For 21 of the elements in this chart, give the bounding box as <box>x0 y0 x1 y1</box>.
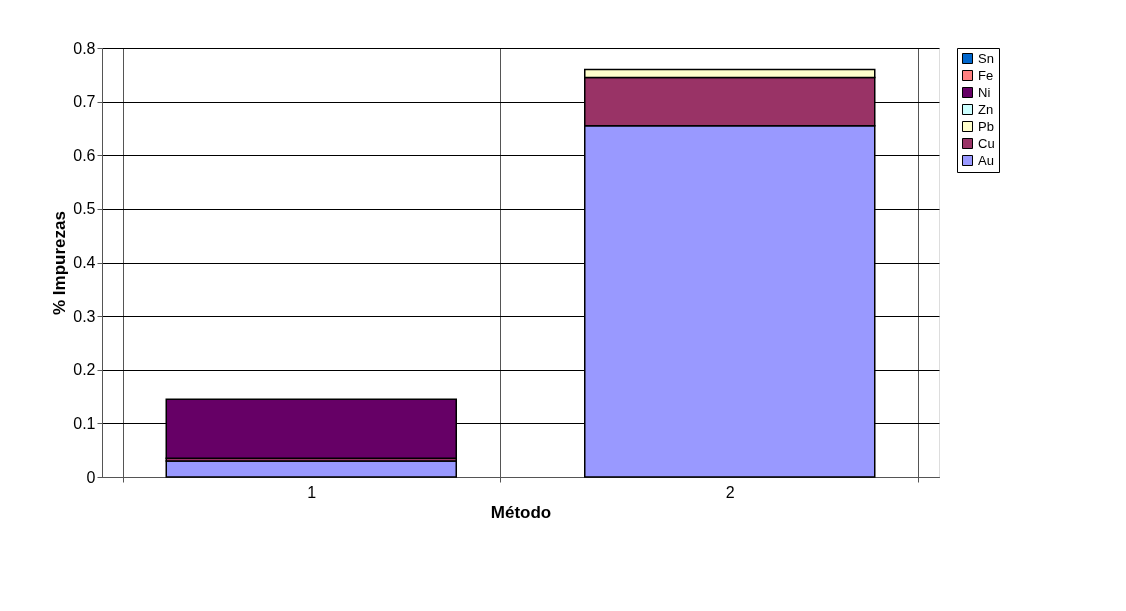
y-tick-label: 0.5 <box>73 200 96 218</box>
legend-label: Pb <box>978 118 994 134</box>
x-tick-label: 1 <box>307 483 317 501</box>
x-tick-label: 2 <box>725 483 735 501</box>
y-tick-label: 0.2 <box>73 361 96 379</box>
legend-label: Zn <box>978 101 994 117</box>
legend-label: Cu <box>978 135 995 151</box>
y-tick-label: 0.1 <box>73 414 96 432</box>
x-axis-title: Método <box>490 502 552 522</box>
legend-label: Ni <box>978 84 991 100</box>
y-tick-label: 0 <box>86 468 96 486</box>
bar <box>165 460 457 478</box>
y-tick-label: 0.8 <box>73 39 96 57</box>
y-tick-label: 0.7 <box>73 93 96 111</box>
y-tick-label: 0.4 <box>73 254 96 271</box>
legend-label: Au <box>978 152 994 168</box>
legend-label: Fe <box>978 67 994 83</box>
legend-label: Sn <box>978 50 994 66</box>
y-tick-label: 0.3 <box>73 307 96 325</box>
y-axis-title: % Impurezas <box>50 211 70 315</box>
y-tick-label: 0.6 <box>73 146 96 164</box>
